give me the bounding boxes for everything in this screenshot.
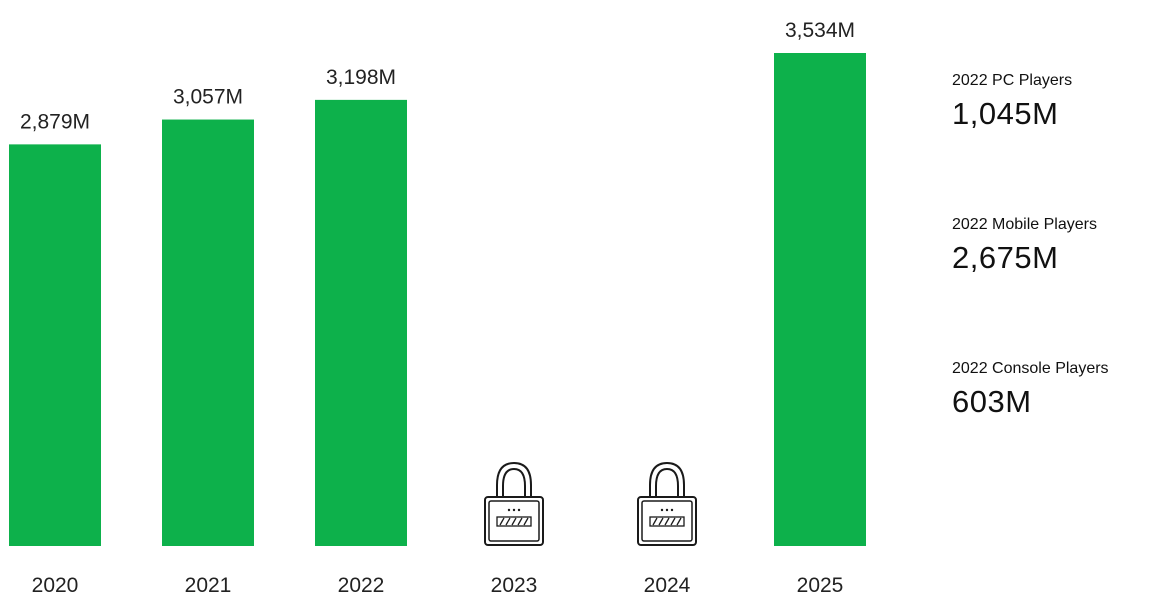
bar-2020 [9, 144, 101, 547]
bar-2021 [162, 119, 254, 546]
x-tick-label: 2023 [491, 574, 538, 597]
bar-chart: 2020 2,879M 2021 3,057M 2022 3,198M 2023 2024 20… [9, 19, 866, 597]
bar-2022 [315, 99, 407, 546]
stat-value: 603M [952, 384, 1032, 419]
x-tick-label: 2022 [338, 574, 385, 597]
bar-2025 [774, 53, 866, 546]
x-tick-label: 2021 [185, 574, 232, 597]
lock-icon [484, 461, 544, 546]
x-tick-label: 2020 [32, 574, 79, 597]
stat-label: 2022 Console Players [952, 360, 1109, 377]
stat-label: 2022 PC Players [952, 72, 1073, 89]
x-tick-label: 2025 [797, 574, 844, 597]
x-tick-label: 2024 [644, 574, 691, 597]
lock-icon [637, 461, 697, 546]
stat-pc-players: 2022 PC Players 1,045M [952, 72, 1072, 132]
stat-value: 1,045M [952, 96, 1059, 131]
stat-console-players: 2022 Console Players 603M [952, 360, 1109, 420]
stat-value: 2,675M [952, 240, 1059, 275]
bar-value-label: 3,534M [785, 19, 855, 42]
bar-value-label: 3,057M [173, 86, 243, 109]
stat-mobile-players: 2022 Mobile Players 2,675M [952, 216, 1097, 276]
stat-label: 2022 Mobile Players [952, 216, 1097, 233]
bar-value-label: 3,198M [326, 66, 396, 89]
bar-value-label: 2,879M [20, 110, 90, 133]
